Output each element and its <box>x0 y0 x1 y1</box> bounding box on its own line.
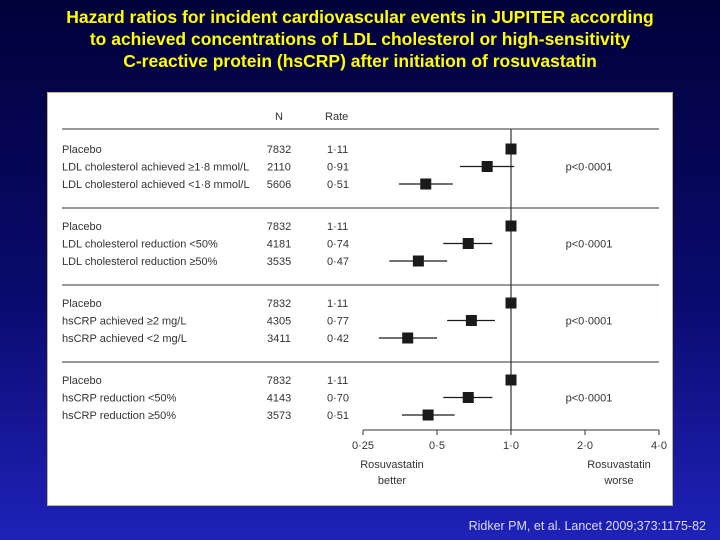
row-label: Placebo <box>62 221 102 233</box>
annotation-worse: worse <box>603 475 633 487</box>
title-line-2: to achieved concentrations of LDL choles… <box>89 29 631 49</box>
row-rate: 0·77 <box>327 316 349 328</box>
row-n: 7832 <box>267 144 291 156</box>
row-label: hsCRP reduction <50% <box>62 393 177 405</box>
hr-marker <box>412 255 424 267</box>
hr-marker <box>505 143 517 155</box>
p-value: p<0·0001 <box>566 316 613 328</box>
forest-plot: N Rate Placebo 7832 1·11 LDL cholesterol achi… <box>62 111 667 487</box>
hr-marker <box>420 178 432 190</box>
row-n: 5606 <box>267 179 291 191</box>
row-rate: 0·51 <box>327 179 349 191</box>
title-line-3: C-reactive protein (hsCRP) after initiat… <box>123 51 597 71</box>
title-line-1: Hazard ratios for incident cardiovascula… <box>66 7 654 27</box>
annotation-better: better <box>378 475 406 487</box>
row-label: hsCRP reduction ≥50% <box>62 410 176 422</box>
row-label: LDL cholesterol reduction <50% <box>62 239 218 251</box>
p-value: p<0·0001 <box>566 393 613 405</box>
header-n: N <box>275 111 283 123</box>
row-rate: 0·51 <box>327 410 349 422</box>
row-n: 4181 <box>267 239 291 251</box>
row-rate: 0·74 <box>327 239 349 251</box>
row-n: 3535 <box>267 256 291 268</box>
hr-marker <box>462 392 474 403</box>
annotation-better: Rosuvastatin <box>360 459 424 471</box>
hr-marker <box>505 374 517 386</box>
row-label: Placebo <box>62 144 102 156</box>
p-value: p<0·0001 <box>566 239 613 251</box>
header-rate: Rate <box>325 111 348 123</box>
row-rate: 0·47 <box>327 256 349 268</box>
row-label: hsCRP achieved ≥2 mg/L <box>62 316 186 328</box>
citation: Ridker PM, et al. Lancet 2009;373:1175-8… <box>468 519 706 533</box>
x-tick-label: 0·5 <box>429 440 445 452</box>
x-tick-label: 2·0 <box>577 440 593 452</box>
hr-marker <box>422 409 434 421</box>
row-rate: 0·70 <box>327 393 349 405</box>
row-rate: 1·11 <box>327 144 348 156</box>
row-n: 3411 <box>267 333 291 345</box>
row-n: 4305 <box>267 316 291 328</box>
hr-marker <box>481 161 493 172</box>
row-n: 4143 <box>267 393 291 405</box>
hr-marker <box>465 315 477 326</box>
row-rate: 0·91 <box>327 162 349 174</box>
row-label: LDL cholesterol reduction ≥50% <box>62 256 218 268</box>
row-n: 7832 <box>267 375 291 387</box>
hr-marker <box>462 238 474 249</box>
row-n: 2110 <box>267 162 291 174</box>
hr-marker <box>505 220 517 232</box>
x-tick-label: 1·0 <box>503 440 519 452</box>
row-n: 3573 <box>267 410 291 422</box>
annotation-worse: Rosuvastatin <box>587 459 651 471</box>
p-value: p<0·0001 <box>566 162 613 174</box>
hr-marker <box>505 297 517 309</box>
row-label: Placebo <box>62 375 102 387</box>
forest-plot-panel: N Rate Placebo 7832 1·11 LDL cholesterol achi… <box>47 92 673 506</box>
row-label: LDL cholesterol achieved <1·8 mmol/L <box>62 179 250 191</box>
row-label: LDL cholesterol achieved ≥1·8 mmol/L <box>62 162 249 174</box>
row-rate: 0·42 <box>327 333 349 345</box>
row-n: 7832 <box>267 221 291 233</box>
slide-title: Hazard ratios for incident cardiovascula… <box>0 6 720 72</box>
x-tick-label: 0·25 <box>352 440 374 452</box>
row-n: 7832 <box>267 298 291 310</box>
hr-marker <box>402 332 414 344</box>
x-tick-label: 4·0 <box>651 440 667 452</box>
row-label: hsCRP achieved <2 mg/L <box>62 333 187 345</box>
row-label: Placebo <box>62 298 102 310</box>
row-rate: 1·11 <box>327 221 348 233</box>
row-rate: 1·11 <box>327 375 348 387</box>
row-rate: 1·11 <box>327 298 348 310</box>
